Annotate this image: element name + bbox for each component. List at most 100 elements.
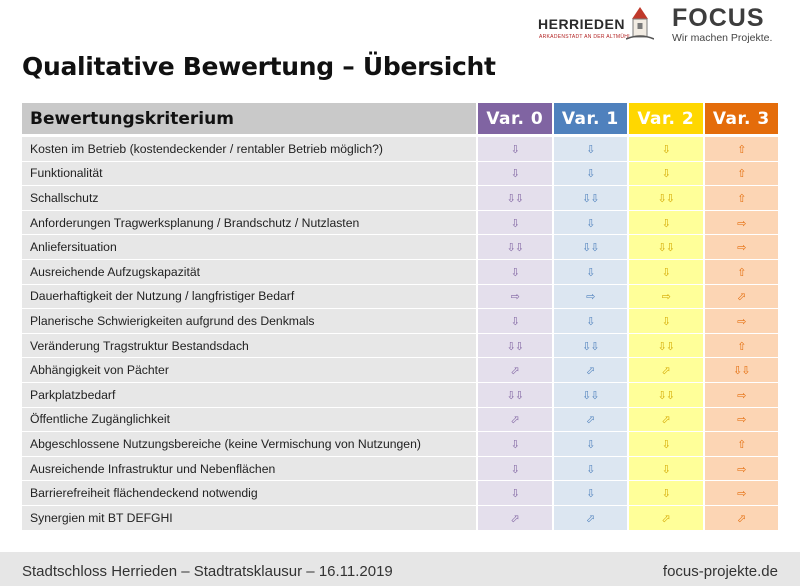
criterion-label: Abgeschlossene Nutzungsbereiche (keine V… xyxy=(22,432,476,456)
rating-arrow-icon: ⇩⇩ xyxy=(733,365,750,378)
rating-cell: ⬀ xyxy=(551,407,627,432)
rating-cell: ⇨ xyxy=(702,407,778,432)
rating-cell: ⬀ xyxy=(702,505,778,530)
rating-cell: ⇩⇩ xyxy=(476,186,552,210)
rating-arrow-icon: ⇨ xyxy=(737,488,746,501)
rating-arrow-icon: ⇩ xyxy=(661,168,671,181)
rating-arrow-icon: ⇩ xyxy=(510,143,520,156)
rating-arrow-icon: ⇩ xyxy=(586,168,595,181)
rating-cell: ⬀ xyxy=(476,407,552,432)
criterion-label: Funktionalität xyxy=(22,161,476,186)
rating-cell: ⇩⇩ xyxy=(702,358,778,382)
rating-cell: ⬀ xyxy=(476,358,552,382)
rating-cell: ⇩ xyxy=(551,137,627,161)
rating-cell: ⇩⇩ xyxy=(627,382,703,407)
rating-cell: ⇨ xyxy=(476,284,552,309)
rating-arrow-icon: ⇧ xyxy=(737,143,746,156)
rating-arrow-icon: ⇩ xyxy=(586,463,595,476)
tower-icon xyxy=(626,7,654,40)
rating-cell: ⇩ xyxy=(476,259,552,284)
rating-cell: ⬀ xyxy=(702,284,778,309)
rating-cell: ⇩ xyxy=(476,210,552,235)
rating-arrow-icon: ⇨ xyxy=(737,389,746,402)
rating-arrow-icon: ⇩⇩ xyxy=(506,389,524,402)
rating-arrow-icon: ⇨ xyxy=(737,414,746,427)
table-row: Anliefersituation ⇩⇩ ⇩⇩ ⇩⇩ ⇨ xyxy=(22,235,778,259)
rating-arrow-icon: ⬀ xyxy=(661,414,671,427)
rating-cell: ⇩ xyxy=(551,161,627,186)
criterion-label: Anforderungen Tragwerksplanung / Brandsc… xyxy=(22,210,476,235)
rating-cell: ⇩ xyxy=(476,161,552,186)
rating-cell: ⇩ xyxy=(551,210,627,235)
focus-logo-tagline: Wir machen Projekte. xyxy=(672,32,773,44)
rating-arrow-icon: ⇩⇩ xyxy=(657,242,675,255)
table-row: Funktionalität ⇩ ⇩ ⇩ ⇧ xyxy=(22,161,778,186)
rating-arrow-icon: ⬀ xyxy=(737,291,746,304)
rating-cell: ⇩⇩ xyxy=(476,235,552,259)
criterion-label: Ausreichende Infrastruktur und Nebenfläc… xyxy=(22,456,476,481)
rating-cell: ⇨ xyxy=(702,456,778,481)
rating-cell: ⇩ xyxy=(627,259,703,284)
rating-cell: ⇩ xyxy=(476,309,552,333)
table-row: Kosten im Betrieb (kostendeckender / ren… xyxy=(22,137,778,161)
focus-logo-text: FOCUS xyxy=(672,4,765,32)
rating-cell: ⇩ xyxy=(551,259,627,284)
rating-arrow-icon: ⇩ xyxy=(661,488,671,501)
variant-header-0: Var. 0 xyxy=(476,103,552,136)
table-row: Anforderungen Tragwerksplanung / Brandsc… xyxy=(22,210,778,235)
rating-arrow-icon: ⇩⇩ xyxy=(582,242,599,255)
rating-arrow-icon: ⇨ xyxy=(737,242,746,255)
criterion-column-header: Bewertungskriterium xyxy=(22,103,476,136)
rating-cell: ⇨ xyxy=(551,284,627,309)
table-row: Planerische Schwierigkeiten aufgrund des… xyxy=(22,309,778,333)
rating-cell: ⇩⇩ xyxy=(551,333,627,358)
rating-cell: ⇧ xyxy=(702,137,778,161)
table-row: Schallschutz ⇩⇩ ⇩⇩ ⇩⇩ ⇧ xyxy=(22,186,778,210)
rating-arrow-icon: ⇩ xyxy=(661,217,671,230)
criterion-label: Anliefersituation xyxy=(22,235,476,259)
criterion-label: Parkplatzbedarf xyxy=(22,382,476,407)
rating-arrow-icon: ⇨ xyxy=(510,291,520,304)
rating-arrow-icon: ⇧ xyxy=(737,168,746,181)
criterion-label: Barrierefreiheit flächendeckend notwendi… xyxy=(22,481,476,505)
rating-cell: ⇨ xyxy=(702,210,778,235)
rating-cell: ⇩⇩ xyxy=(551,382,627,407)
rating-arrow-icon: ⇩ xyxy=(510,266,520,279)
rating-cell: ⇩ xyxy=(627,161,703,186)
rating-arrow-icon: ⇨ xyxy=(661,291,671,304)
rating-arrow-icon: ⇩ xyxy=(510,168,520,181)
evaluation-table: Bewertungskriterium Var. 0 Var. 1 Var. 2 Va… xyxy=(22,102,778,531)
rating-cell: ⇩ xyxy=(476,481,552,505)
rating-cell: ⇩⇩ xyxy=(551,235,627,259)
table-row: Abgeschlossene Nutzungsbereiche (keine V… xyxy=(22,432,778,456)
rating-arrow-icon: ⬀ xyxy=(510,512,520,525)
rating-arrow-icon: ⇩⇩ xyxy=(506,242,524,255)
rating-arrow-icon: ⇩ xyxy=(586,217,595,230)
logo-area: HERRIEDEN ARKADENSTADT AN DER ALTMÜHL FO… xyxy=(538,4,778,44)
criterion-label: Ausreichende Aufzugskapazität xyxy=(22,259,476,284)
rating-arrow-icon: ⇩⇩ xyxy=(582,389,599,402)
rating-cell: ⇧ xyxy=(702,259,778,284)
criterion-label: Veränderung Tragstruktur Bestandsdach xyxy=(22,333,476,358)
rating-arrow-icon: ⇩⇩ xyxy=(506,340,524,353)
rating-cell: ⇧ xyxy=(702,161,778,186)
rating-cell: ⬀ xyxy=(627,358,703,382)
rating-arrow-icon: ⇩ xyxy=(586,438,595,451)
rating-arrow-icon: ⇩ xyxy=(586,143,595,156)
rating-cell: ⇧ xyxy=(702,432,778,456)
rating-cell: ⇧ xyxy=(702,333,778,358)
rating-arrow-icon: ⬀ xyxy=(586,414,595,427)
table-row: Parkplatzbedarf ⇩⇩ ⇩⇩ ⇩⇩ ⇨ xyxy=(22,382,778,407)
table-row: Ausreichende Aufzugskapazität ⇩ ⇩ ⇩ ⇧ xyxy=(22,259,778,284)
rating-cell: ⇩ xyxy=(551,456,627,481)
rating-arrow-icon: ⇧ xyxy=(737,438,746,451)
rating-arrow-icon: ⬀ xyxy=(661,512,671,525)
rating-arrow-icon: ⇧ xyxy=(737,192,746,205)
rating-arrow-icon: ⇩⇩ xyxy=(582,340,599,353)
variant-header-2: Var. 2 xyxy=(627,103,703,136)
rating-cell: ⇩ xyxy=(627,456,703,481)
table-row: Dauerhaftigkeit der Nutzung / langfristi… xyxy=(22,284,778,309)
rating-cell: ⬀ xyxy=(627,407,703,432)
rating-cell: ⇩⇩ xyxy=(551,186,627,210)
rating-cell: ⇩ xyxy=(627,481,703,505)
